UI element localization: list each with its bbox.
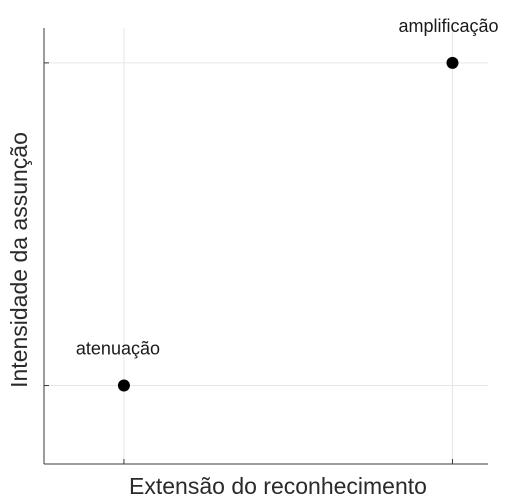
- point-label-0: atenuação: [76, 339, 160, 359]
- axes: [43, 28, 488, 465]
- data-point-1: [446, 56, 459, 69]
- y-axis-title: Intensidade da assunção: [6, 132, 32, 388]
- point-labels: atenuação amplificação: [76, 16, 499, 359]
- x-axis-title: Extensão do reconhecimento: [129, 473, 427, 499]
- grid: [44, 28, 488, 464]
- ticks: [44, 62, 453, 464]
- data-points: [117, 56, 459, 392]
- data-point-0: [117, 379, 130, 392]
- point-label-1: amplificação: [398, 16, 498, 36]
